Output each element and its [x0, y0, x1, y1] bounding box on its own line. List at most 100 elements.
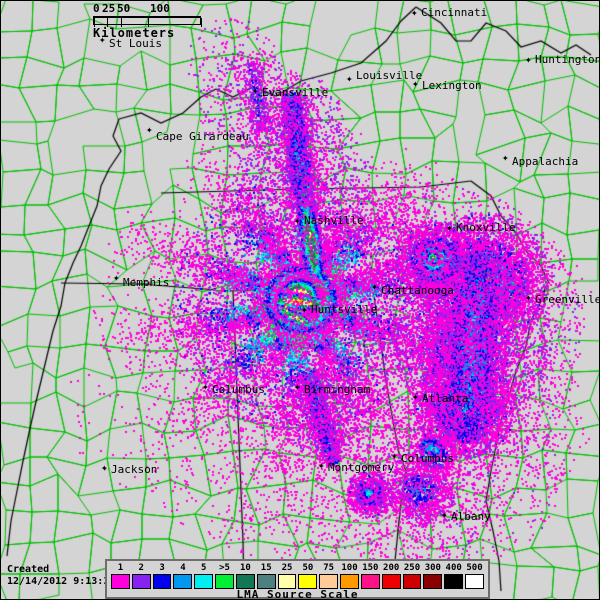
scale-tick-100: 100 [150, 2, 170, 15]
legend-tick-150: 150 [362, 563, 379, 573]
legend-tick-400: 400 [445, 563, 462, 573]
legend-swatch-15 [256, 574, 276, 589]
city-marker-icon: ✦ [391, 449, 398, 462]
city-label-montgomery: ✦ Montgomery [318, 460, 395, 474]
city-marker-icon: ✦ [525, 291, 532, 304]
city-label-birmingham: ✦ Birmingham [294, 381, 371, 396]
legend-swatch-100 [340, 574, 359, 589]
legend-swatch-5 [194, 574, 214, 589]
city-name: Jackson [111, 463, 158, 476]
city-name: Knoxville [456, 221, 516, 234]
city-label-atlanta: ✦ Atlanta [412, 391, 469, 405]
legend-tick-50: 50 [302, 563, 314, 573]
legend-swatch-2 [131, 574, 151, 589]
scale-bar-ticks: 0 25 50 100 [93, 3, 203, 15]
city-marker-icon: ✦ [101, 461, 108, 474]
legend-tick-15: 15 [260, 563, 272, 573]
city-name: Columbus [401, 452, 454, 465]
legend-tick-250: 250 [403, 563, 421, 573]
city-label-huntington: ✦ Huntington [525, 53, 600, 66]
legend-tick-3: 3 [159, 563, 165, 573]
city-label-albany: ✦ Albany [441, 509, 491, 523]
legend-swatch-50 [298, 574, 318, 589]
city-name: Appalachia [512, 155, 579, 168]
legend-swatch-75 [319, 574, 339, 589]
city-marker-icon: ✦ [446, 221, 453, 234]
legend-swatch-1 [111, 574, 130, 589]
city-name: St Louis [109, 37, 162, 50]
legend-swatch-10 [235, 574, 255, 589]
city-marker-icon: ✦ [412, 77, 419, 90]
legend-tick-200: 200 [383, 563, 400, 573]
city-marker-icon: ✦ [252, 84, 259, 97]
city-name: Cincinnati [421, 6, 488, 19]
city-name: Atlanta [422, 392, 469, 405]
city-label-jackson: ✦ Jackson [101, 462, 158, 476]
city-marker-icon: ✦ [441, 508, 448, 521]
city-label-greenville: ✦ Greenville [525, 292, 600, 306]
legend-swatch-200 [381, 574, 401, 589]
legend-tick-row: 1 2 3 4 5 >5 10 15 25 50 75 100 150 200 250 300 400 500 [110, 562, 485, 574]
legend-tick-100: 100 [341, 563, 358, 573]
city-marker-icon: ✦ [502, 151, 509, 164]
legend-tick-10: 10 [239, 563, 251, 573]
city-marker-icon: ✦ [99, 33, 106, 46]
city-label-cincinnati: ✦ Cincinnati [411, 6, 488, 19]
city-label-columbus: ✦ Columbus [391, 450, 454, 465]
created-stamp: Created 12/14/2012 9:13:32 [7, 564, 115, 588]
city-name: Albany [451, 510, 491, 523]
legend-swatch-4 [173, 574, 193, 589]
scale-tick-50: 50 [117, 2, 131, 15]
legend-tick-5: 5 [201, 563, 207, 573]
city-marker-icon: ✦ [301, 303, 308, 316]
scale-tick-25: 25 [102, 2, 116, 15]
legend-tick-1: 1 [117, 563, 124, 573]
city-marker-icon: ✦ [371, 280, 378, 293]
legend-swatch-150 [360, 574, 380, 589]
city-marker-icon: ✦ [113, 271, 120, 284]
city-label-columbus: ✦ Columbus [202, 381, 265, 395]
city-name: Lexington [422, 79, 482, 92]
city-marker-icon: ✦ [318, 459, 325, 472]
city-name: Evansville [262, 86, 329, 99]
city-name: Montgomery [328, 461, 395, 474]
city-label-st-louis: ✦ St Louis [99, 34, 162, 50]
city-name: Memphis [123, 276, 170, 289]
city-marker-icon: ✦ [146, 123, 153, 136]
city-label-huntsville: ✦ Huntsville [301, 303, 378, 316]
legend-swatch-3 [152, 574, 172, 589]
city-label-evansville: ✦ Evansville [252, 85, 329, 99]
city-marker-icon: ✦ [346, 72, 353, 85]
legend-swatch-gt5 [215, 574, 234, 589]
legend-swatch-400 [444, 574, 464, 589]
city-name: Nashville [304, 214, 364, 227]
city-name: Huntsville [311, 303, 378, 316]
legend-swatch-300 [423, 574, 443, 589]
scale-bar-unit: Kilometers [93, 26, 176, 40]
legend-tick-gt5: >5 [219, 563, 230, 573]
legend-title: LMA Source Scale [236, 588, 359, 600]
city-name: Greenville [535, 293, 600, 306]
legend-tick-500: 500 [466, 563, 483, 573]
city-name: Huntington [535, 53, 600, 66]
city-marker-icon: ✦ [294, 214, 301, 227]
legend-swatch-25 [277, 574, 297, 589]
legend-swatch-250 [402, 574, 422, 589]
lma-source-scale-legend: 1 2 3 4 5 >5 10 15 25 50 75 100 150 200 250 300 400 500 L… [105, 559, 490, 599]
city-label-appalachia: ✦ Appalachia [502, 152, 579, 168]
legend-tick-25: 25 [281, 563, 293, 573]
city-marker-icon: ✦ [525, 53, 532, 66]
city-label-nashville: ✦ Nashville [294, 214, 364, 227]
city-marker-icon: ✦ [294, 380, 301, 393]
scale-bar-graphic [93, 16, 202, 27]
legend-swatch-row [110, 574, 485, 589]
city-marker-icon: ✦ [411, 6, 418, 19]
legend-tick-2: 2 [138, 563, 144, 573]
city-name: Louisville [356, 69, 423, 82]
city-name: Birmingham [304, 383, 371, 396]
city-label-knoxville: ✦ Knoxville [446, 221, 516, 234]
city-label-lexington: ✦ Lexington [412, 78, 482, 92]
created-timestamp: 12/14/2012 9:13:32 [7, 576, 116, 587]
